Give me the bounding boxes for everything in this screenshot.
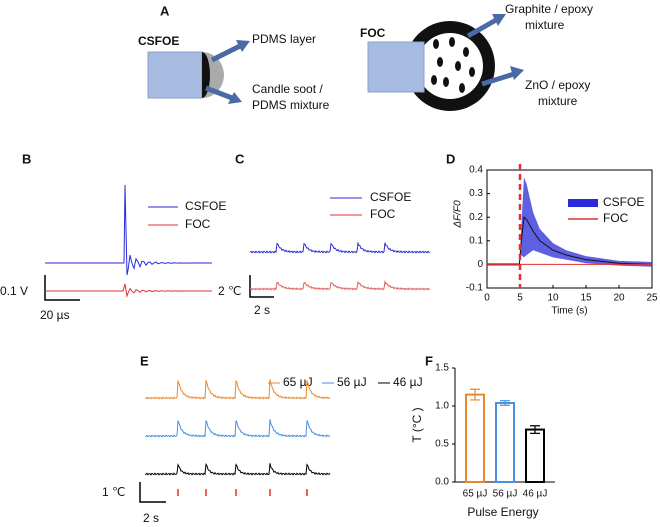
bar [525, 428, 545, 483]
label: CSFOE [138, 34, 179, 48]
arrow [205, 85, 233, 101]
y-tick-label: 0.0 [435, 477, 449, 488]
legend-label: CSFOE [185, 199, 226, 213]
legend-label: 46 µJ [393, 375, 423, 389]
legend-label: 65 µJ [283, 375, 313, 389]
x-tick-label: 15 [580, 293, 592, 304]
x-tick-label: 0 [484, 293, 490, 304]
bar [495, 401, 515, 483]
error-bar [470, 388, 480, 401]
trace [144, 462, 331, 476]
y-axis-label: T (°C ) [410, 407, 424, 442]
scale-label: 1 ℃ [102, 485, 125, 499]
y-tick-label: -0.1 [466, 283, 484, 294]
scale-bar [249, 275, 274, 298]
trace [249, 241, 431, 254]
trace [144, 419, 331, 438]
scale-bar [139, 482, 166, 503]
panel-label: E [140, 353, 149, 368]
label: PDMS mixture [252, 98, 330, 112]
bar [465, 393, 485, 484]
legend-label: FOC [185, 217, 211, 231]
plot-frame [486, 169, 653, 289]
x-tick-label: 20 [613, 293, 625, 304]
y-tick-label: 1.0 [435, 401, 449, 412]
trace [144, 379, 331, 400]
fiber [147, 51, 203, 99]
scale-bar [44, 275, 80, 301]
y-tick-label: 0.4 [469, 165, 483, 176]
x-axis-label: Time (s) [551, 306, 587, 317]
x-tick-label: 5 [517, 293, 523, 304]
arrow-head [236, 40, 250, 52]
legend-label: CSFOE [603, 195, 644, 209]
label: Candle soot / [252, 82, 323, 96]
scale-label: 2 s [254, 303, 270, 317]
arrow-head [228, 92, 242, 104]
panel-label: B [22, 151, 31, 166]
panel-label: A [160, 3, 170, 18]
panel-label: C [235, 151, 245, 166]
legend-label: FOC [370, 207, 396, 221]
error-band [487, 177, 652, 267]
arrow-head [492, 14, 506, 26]
x-tick-label: 65 µJ [463, 489, 488, 500]
y-axis-label: ΔF/F0 [453, 200, 464, 229]
x-tick-label: 25 [646, 293, 658, 304]
x-tick-label: 10 [547, 293, 559, 304]
x-tick-label: 56 µJ [493, 489, 518, 500]
arrow [210, 43, 242, 63]
y-tick-label: 0 [477, 259, 483, 270]
label: ZnO / epoxy [525, 78, 590, 92]
scale-label: 2 ℃ [218, 284, 241, 298]
scale-label: 0.1 V [0, 284, 28, 298]
legend-label: FOC [603, 211, 629, 225]
legend-label: CSFOE [370, 190, 411, 204]
fiber [367, 41, 425, 93]
particles [431, 37, 475, 93]
panel-label: F [425, 353, 433, 368]
y-tick-label: 0.5 [435, 439, 449, 450]
y-tick-label: 0.1 [469, 235, 483, 246]
arrow-head [510, 66, 524, 80]
label: Graphite / epoxy [505, 2, 593, 16]
panel-label: D [446, 151, 455, 166]
x-axis-label: Pulse Energy [467, 505, 538, 519]
trace [45, 184, 212, 276]
scale-label: 20 µs [40, 308, 70, 322]
error-bar [530, 425, 540, 434]
y-tick-label: 1.5 [435, 363, 449, 374]
label: mixture [525, 18, 565, 32]
y-tick-label: 0.3 [469, 188, 483, 199]
x-tick-label: 46 µJ [523, 489, 548, 500]
legend-label: 56 µJ [337, 375, 367, 389]
label: FOC [360, 26, 386, 40]
error-bar [500, 400, 510, 406]
label: PDMS layer [252, 32, 316, 46]
y-tick-label: 0.2 [469, 212, 483, 223]
trace [249, 279, 431, 291]
label: mixture [538, 94, 578, 108]
trace [45, 283, 212, 298]
arrow [466, 17, 498, 39]
scale-label: 2 s [143, 511, 159, 525]
arrow [481, 71, 515, 87]
